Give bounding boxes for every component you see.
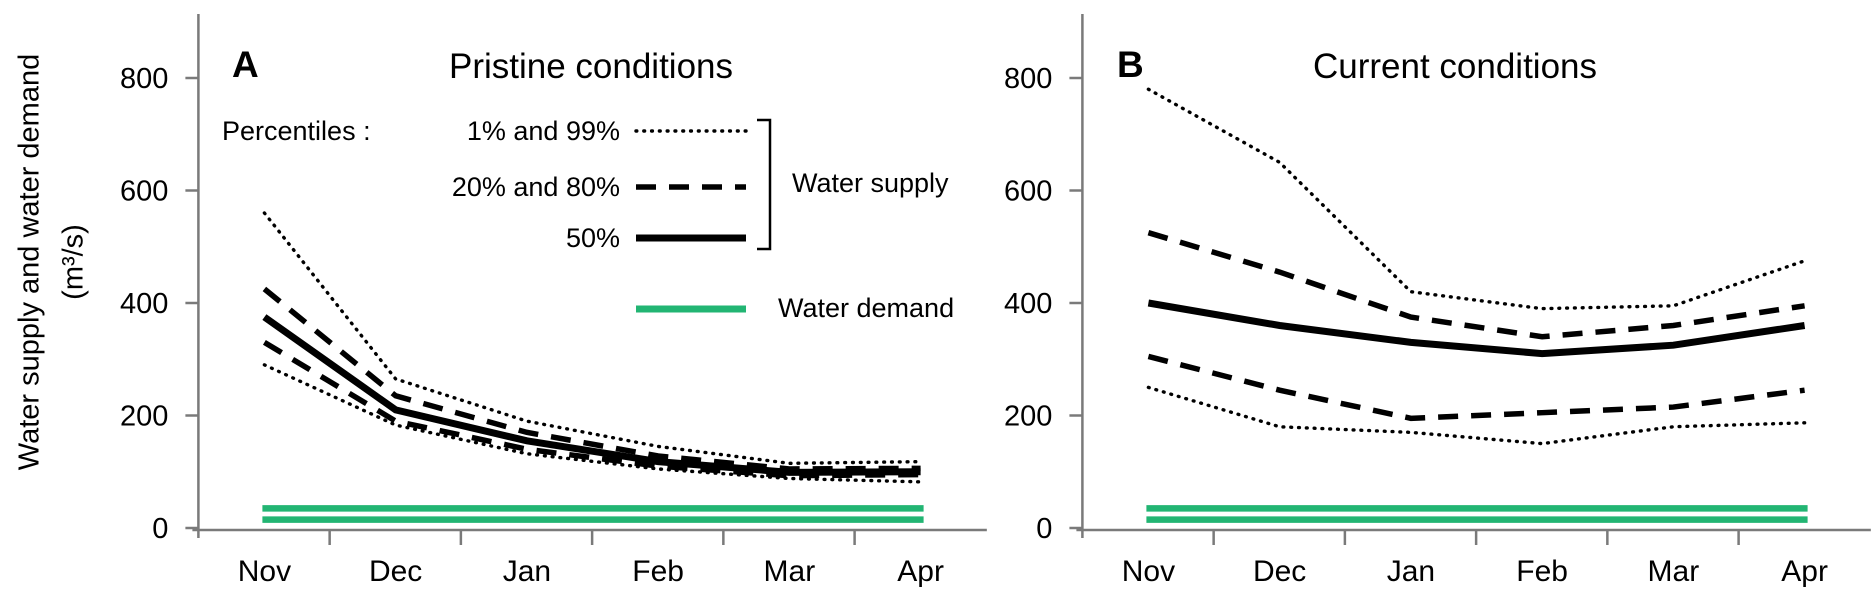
legend-water-supply-label: Water supply — [792, 168, 949, 198]
x-tick-label: Nov — [238, 555, 291, 588]
legend-bracket — [757, 118, 772, 251]
x-tick-label: Feb — [1516, 555, 1568, 588]
panel-b-title: Current conditions — [1312, 47, 1598, 86]
y-tick-label: 800 — [1004, 63, 1052, 95]
water-supply-series-solid — [262, 314, 921, 476]
y-tick-label: 800 — [120, 63, 168, 95]
x-tick-label: Apr — [1781, 555, 1828, 588]
x-tick-label: Mar — [1648, 555, 1700, 588]
legend-percentiles-heading: Percentiles : — [222, 116, 371, 146]
y-tick-label: 400 — [120, 288, 168, 320]
y-tick-label: 0 — [152, 513, 168, 545]
legend-water-demand-label: Water demand — [778, 293, 955, 323]
x-tick-label: Feb — [632, 555, 684, 588]
water-supply-series-dotted — [1146, 385, 1807, 446]
x-tick-label: Jan — [1387, 555, 1435, 588]
x-tick-label: Mar — [764, 555, 816, 588]
water-supply-series-dotted — [1146, 87, 1807, 311]
water-supply-series-solid — [1147, 299, 1806, 358]
y-tick-label: 600 — [1004, 176, 1052, 208]
legend-label-20-80: 20% and 80% — [451, 172, 620, 202]
y-tick-label: 200 — [120, 401, 168, 433]
y-axis-title-units: (m³/s) — [57, 224, 90, 300]
x-tick-label: Apr — [897, 555, 944, 588]
water-supply-series-dotted — [262, 363, 923, 484]
y-tick-label: 400 — [1004, 288, 1052, 320]
x-tick-label: Nov — [1122, 555, 1175, 588]
y-tick-label: 0 — [1036, 513, 1052, 545]
x-tick-label: Dec — [1253, 555, 1306, 588]
water-supply-series-dashed — [262, 340, 921, 479]
panel-b-letter: B — [1117, 44, 1144, 85]
water-supply-series-dashed — [1147, 353, 1805, 422]
x-tick-label: Dec — [369, 555, 422, 588]
legend-label-1-99: 1% and 99% — [466, 116, 620, 146]
panel-a-letter: A — [232, 44, 259, 85]
legend-label-50: 50% — [565, 223, 620, 253]
y-tick-label: 200 — [1004, 401, 1052, 433]
panel-a-title: Pristine conditions — [448, 47, 734, 86]
water-supply-series-dashed — [262, 286, 921, 472]
y-tick-label: 600 — [120, 176, 168, 208]
x-tick-label: Jan — [503, 555, 551, 588]
y-axis-title-line1: Water supply and water demand — [13, 53, 46, 471]
water-supply-series-dashed — [1147, 230, 1806, 340]
